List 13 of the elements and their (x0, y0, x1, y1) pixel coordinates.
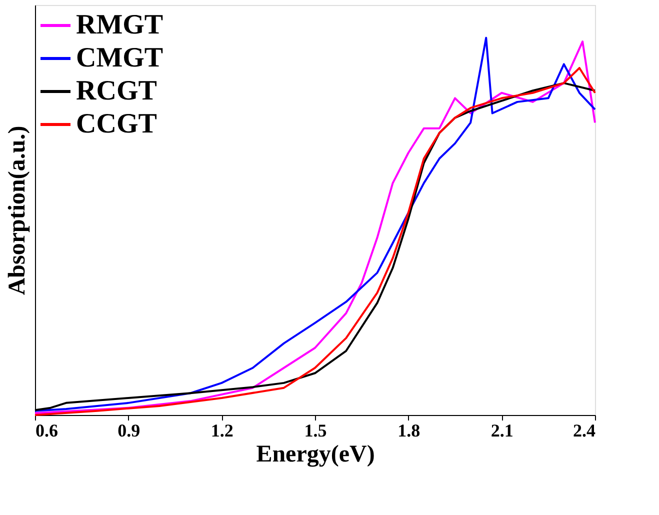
x-tick-label: 1.5 (304, 420, 327, 440)
legend-label: CMGT (76, 42, 164, 74)
y-axis-title: Absorption(a.u.) (4, 126, 30, 296)
x-tick-label: 2.4 (573, 420, 596, 440)
legend-label: RCGT (76, 76, 158, 106)
legend-label: CCGT (76, 108, 158, 140)
x-tick-label: 0.9 (118, 420, 140, 440)
x-tick-label: 1.2 (210, 420, 234, 440)
x-tick-label: 2.1 (490, 420, 514, 440)
x-tick-label: 0.6 (36, 420, 58, 440)
x-axis-title: Energy(eV) (256, 442, 375, 468)
legend-label: RMGT (76, 10, 164, 40)
x-tick-label: 1.8 (398, 420, 420, 440)
